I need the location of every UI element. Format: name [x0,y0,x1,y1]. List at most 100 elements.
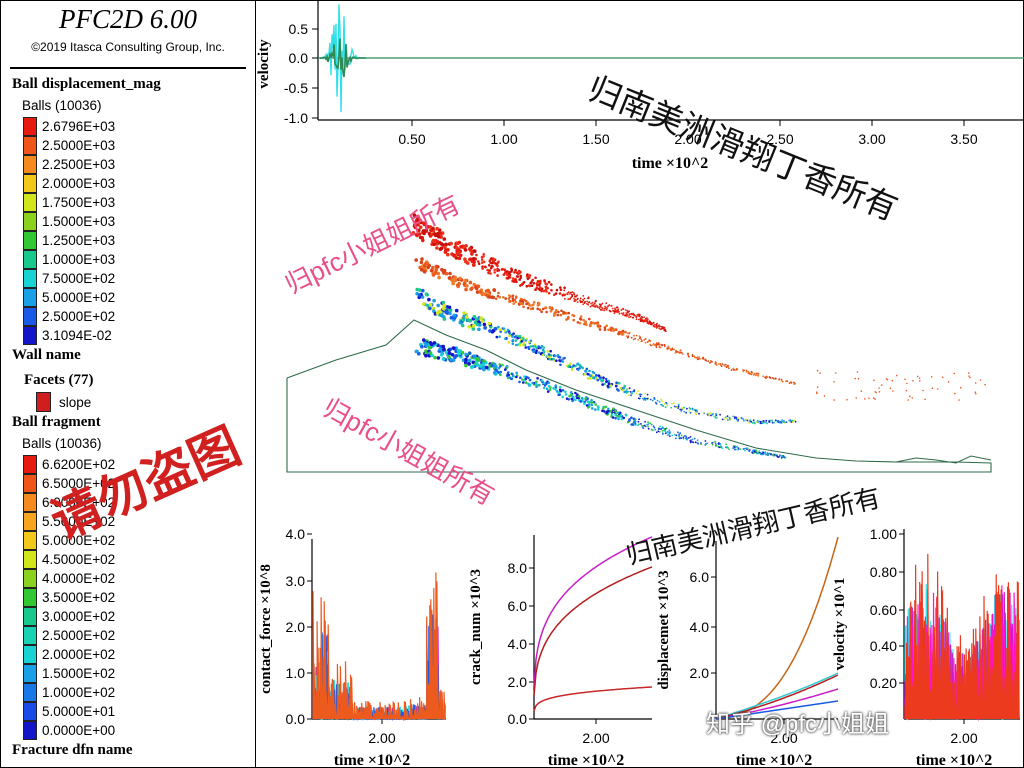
velocity-chart: 1.00 0.80 0.60 0.40 0.20 2.00 time ×10^2 veloci… [832,526,1020,768]
debris-particle [689,412,692,414]
debris-particle [644,420,646,423]
debris-particle [545,387,549,391]
debris-particle [488,269,491,272]
debris-particle [646,423,648,426]
wall-legend-title: Wall name [12,347,81,363]
debris-particle [505,365,509,368]
legend-swatch [23,231,37,250]
debris-particle [605,380,608,383]
debris-particle [433,271,438,275]
debris-particle [658,430,661,433]
debris-particle [753,372,756,375]
debris-particle [761,453,763,456]
debris-particle [912,380,914,382]
displacement-series [715,700,839,720]
debris-particle [644,425,647,428]
debris-particle [496,269,499,272]
debris-particle [668,435,671,437]
debris-particle [566,293,569,296]
debris-particle [734,448,736,451]
debris-particle [596,321,600,324]
debris-particle [628,313,631,315]
debris-particle [442,237,447,241]
debris-particle [567,311,571,315]
debris-particle [423,341,427,345]
debris-particle [592,376,596,379]
debris-particle [872,397,875,399]
chart-ytick: 0.20 [870,675,897,691]
debris-particle [482,359,486,363]
debris-particle [643,339,646,341]
debris-particle [659,346,662,349]
legend-label: 3.1094E-02 [42,328,112,343]
legend-label: 5.0000E+02 [42,533,116,548]
debris-particle [780,457,783,459]
debris-particle [444,350,449,355]
debris-particle [918,377,921,380]
debris-particle [774,419,777,422]
debris-particle [634,420,637,423]
debris-particle [590,401,594,404]
debris-particle [524,339,527,342]
debris-particle [717,442,720,445]
debris-particle [558,359,561,362]
legend-swatch [23,250,37,269]
chart-ytick: 1.00 [870,526,897,542]
debris-particle [702,358,705,360]
debris-particle [602,309,604,311]
chart-xlabel: time ×10^2 [334,752,411,768]
debris-particle [520,302,523,305]
debris-particle [473,320,478,325]
debris-particle [661,344,664,347]
debris-particle [771,419,773,422]
debris-particle [514,268,517,272]
debris-particle [519,274,522,278]
legend-swatch [23,174,37,193]
debris-particle [541,353,545,357]
debris-particle [616,306,619,309]
debris-particle [974,382,977,384]
debris-particle [654,428,656,431]
debris-particle [605,324,608,327]
debris-particle [874,398,876,400]
debris-particle [448,271,452,276]
debris-particle [561,395,564,399]
debris-particle [515,371,518,375]
debris-particle [573,300,576,303]
debris-particle [686,407,688,410]
debris-particle [582,303,584,306]
debris-particle [565,311,568,315]
debris-particle [461,318,466,322]
debris-particle [550,306,554,310]
debris-particle [780,421,783,424]
displacement-legend-title: Ball displacement_mag [12,76,161,92]
crack-series-magenta [533,536,653,688]
debris-particle [649,422,652,425]
debris-particle [658,324,660,327]
debris-particle [816,369,819,372]
debris-particle [644,338,647,340]
debris-particle [637,318,640,321]
debris-particle [442,268,447,273]
debris-particle [626,332,629,335]
debris-particle [759,420,762,423]
debris-particle [588,369,591,373]
legend-label: 3.0000E+02 [42,609,116,624]
debris-particle [774,377,777,380]
debris-particle [816,392,818,395]
debris-particle [777,456,780,458]
debris-particle [562,357,565,360]
debris-particle [583,297,586,300]
debris-particle [571,291,574,293]
debris-particle [597,374,601,377]
chart-ytick: 2.0 [508,674,528,690]
chart-ylabel: crack_num ×10^3 [468,569,484,685]
debris-particle [675,406,678,409]
debris-particle [456,241,460,246]
debris-particle [570,368,574,372]
debris-particle [757,452,759,455]
debris-particle [582,318,585,322]
debris-particle [778,378,781,380]
debris-particle [446,252,450,257]
debris-particle [529,339,533,343]
